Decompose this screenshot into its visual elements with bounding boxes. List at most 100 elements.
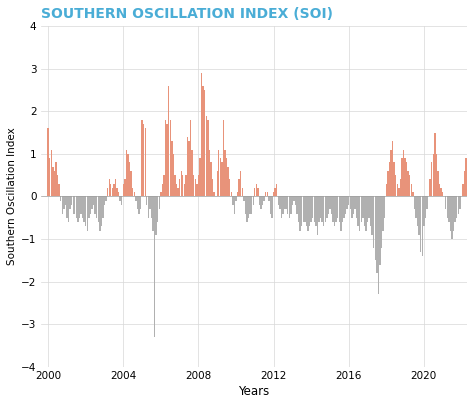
Bar: [392, 141, 393, 196]
Bar: [459, 196, 461, 209]
Bar: [304, 196, 306, 222]
Bar: [359, 196, 360, 230]
Bar: [58, 184, 60, 196]
Bar: [185, 175, 187, 196]
Bar: [168, 86, 169, 196]
Bar: [356, 196, 357, 218]
Bar: [372, 196, 373, 235]
Bar: [404, 158, 406, 196]
Bar: [370, 196, 371, 226]
Bar: [85, 196, 86, 226]
Bar: [100, 196, 102, 226]
Bar: [273, 192, 274, 196]
Bar: [284, 196, 285, 209]
Bar: [73, 196, 74, 213]
Bar: [207, 120, 209, 196]
Bar: [338, 196, 340, 222]
Bar: [128, 154, 129, 196]
Bar: [259, 196, 260, 205]
Bar: [429, 179, 431, 196]
Bar: [245, 196, 246, 213]
Bar: [281, 196, 282, 218]
Bar: [145, 128, 146, 196]
Bar: [255, 184, 257, 196]
Bar: [368, 196, 370, 218]
Bar: [332, 196, 334, 222]
Bar: [152, 196, 154, 230]
Bar: [270, 196, 271, 213]
Bar: [219, 158, 221, 196]
Bar: [389, 162, 390, 196]
Bar: [447, 196, 448, 218]
Bar: [63, 196, 64, 209]
Bar: [188, 141, 190, 196]
Bar: [403, 150, 404, 196]
Bar: [334, 196, 335, 226]
Bar: [414, 196, 415, 209]
Bar: [412, 192, 414, 196]
Bar: [306, 196, 307, 226]
Bar: [354, 196, 356, 209]
Bar: [282, 196, 283, 213]
Bar: [378, 196, 379, 294]
Bar: [176, 184, 177, 196]
Bar: [448, 196, 450, 222]
Bar: [102, 196, 104, 218]
Bar: [279, 196, 281, 209]
Bar: [123, 184, 124, 196]
Bar: [445, 196, 447, 209]
Bar: [408, 171, 409, 196]
Bar: [302, 196, 304, 222]
Bar: [367, 196, 368, 222]
Bar: [60, 196, 62, 201]
Bar: [312, 196, 313, 218]
Bar: [260, 196, 262, 209]
Bar: [379, 196, 381, 264]
Bar: [364, 196, 365, 226]
Bar: [401, 158, 402, 196]
Bar: [410, 184, 412, 196]
Bar: [130, 171, 132, 196]
Bar: [201, 73, 202, 196]
Bar: [143, 124, 145, 196]
Bar: [251, 196, 252, 213]
Bar: [289, 196, 290, 218]
Bar: [457, 196, 459, 213]
Bar: [64, 196, 66, 205]
Bar: [268, 196, 270, 201]
Bar: [193, 175, 194, 196]
Bar: [262, 196, 264, 205]
Bar: [132, 188, 133, 196]
Bar: [159, 196, 160, 209]
Bar: [385, 184, 387, 196]
Bar: [420, 196, 421, 252]
Bar: [285, 196, 287, 209]
Bar: [462, 184, 464, 196]
Bar: [292, 196, 293, 205]
Bar: [191, 150, 193, 196]
Bar: [119, 196, 121, 201]
Bar: [66, 196, 68, 218]
Bar: [425, 196, 426, 218]
Bar: [307, 196, 309, 230]
Bar: [346, 196, 348, 209]
Bar: [451, 196, 453, 239]
Bar: [198, 175, 199, 196]
Bar: [206, 116, 207, 196]
Bar: [419, 196, 420, 235]
Bar: [160, 192, 162, 196]
Bar: [80, 196, 82, 213]
Bar: [348, 196, 349, 205]
Bar: [464, 171, 465, 196]
Bar: [318, 196, 319, 222]
Bar: [187, 137, 188, 196]
Bar: [51, 150, 52, 196]
Bar: [79, 196, 80, 218]
Bar: [384, 196, 385, 218]
Bar: [290, 196, 292, 213]
Bar: [210, 162, 212, 196]
Bar: [88, 196, 90, 218]
Bar: [55, 162, 57, 196]
Bar: [231, 192, 232, 196]
Bar: [433, 154, 434, 196]
